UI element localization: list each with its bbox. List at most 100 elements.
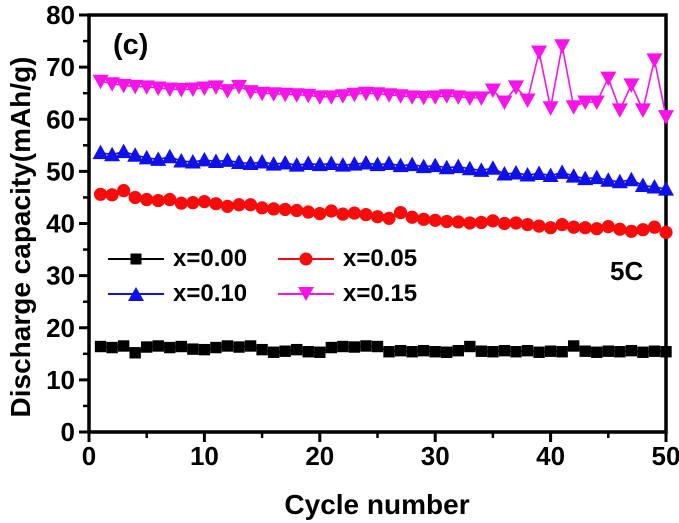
circle-marker-icon bbox=[624, 224, 638, 238]
square-marker-icon bbox=[129, 347, 141, 359]
triangle-up-marker-icon bbox=[369, 156, 386, 172]
triangle-up-marker-icon bbox=[311, 156, 328, 172]
triangle-up-marker-icon bbox=[219, 152, 236, 167]
triangle-down-marker-icon bbox=[242, 85, 259, 100]
triangle-up-marker-icon bbox=[323, 155, 340, 171]
triangle-up-marker-icon bbox=[404, 156, 421, 172]
square-marker-icon bbox=[175, 340, 188, 353]
square-marker-icon bbox=[371, 340, 384, 353]
triangle-up-marker-icon bbox=[600, 172, 617, 187]
square-marker-icon bbox=[591, 346, 603, 358]
square-marker-icon bbox=[221, 340, 234, 352]
square-marker-icon bbox=[452, 344, 464, 357]
circle-marker-icon bbox=[647, 220, 662, 234]
legend-row: x=0.10 x=0.15 bbox=[108, 280, 417, 308]
plot-frame bbox=[87, 13, 668, 434]
triangle-down-marker-icon bbox=[150, 81, 167, 96]
square-marker-icon bbox=[106, 341, 118, 354]
triangle-down-marker-icon bbox=[588, 95, 605, 111]
series-x=0.15 bbox=[92, 39, 674, 125]
triangle-down-marker-icon bbox=[196, 81, 213, 96]
triangle-down-marker-icon bbox=[369, 87, 386, 102]
triangle-down-marker-icon bbox=[531, 45, 548, 61]
triangle-up-marker-icon bbox=[231, 154, 248, 170]
circle-marker-icon bbox=[117, 184, 131, 198]
triangle-up-marker-icon bbox=[381, 155, 398, 171]
triangle-up-marker-icon bbox=[658, 181, 674, 196]
triangle-down-marker-icon bbox=[565, 100, 582, 115]
square-marker-icon bbox=[291, 343, 303, 356]
triangle-up-marker-icon bbox=[531, 165, 548, 180]
circle-marker-icon bbox=[186, 196, 200, 210]
square-marker-icon bbox=[279, 345, 291, 357]
triangle-up-marker-icon bbox=[196, 151, 213, 167]
circle-marker-icon bbox=[267, 202, 281, 216]
legend-swatch bbox=[278, 251, 334, 267]
triangle-down-marker-icon bbox=[554, 39, 571, 54]
square-marker-icon bbox=[417, 344, 430, 357]
square-marker-icon bbox=[337, 340, 349, 353]
x-tick-label: 40 bbox=[536, 441, 565, 471]
triangle-up-marker-icon bbox=[127, 147, 144, 162]
triangle-down-marker-icon bbox=[496, 95, 513, 111]
legend-label: x=0.10 bbox=[173, 280, 248, 307]
circle-marker-icon bbox=[405, 210, 419, 224]
triangle-down-marker-icon bbox=[542, 101, 559, 116]
triangle-down-marker-icon bbox=[577, 95, 594, 111]
triangle-up-marker-icon bbox=[277, 155, 294, 170]
triangle-up-marker-icon bbox=[554, 164, 571, 179]
triangle-down-marker-icon bbox=[334, 89, 351, 104]
square-marker-icon bbox=[152, 340, 164, 352]
triangle-down-marker-icon bbox=[298, 287, 314, 301]
triangle-up-marker-icon bbox=[161, 148, 178, 164]
square-marker-icon bbox=[441, 346, 453, 358]
circle-marker-icon bbox=[93, 187, 108, 201]
triangle-down-marker-icon bbox=[427, 90, 444, 105]
triangle-down-marker-icon bbox=[646, 53, 663, 68]
panel-label: (c) bbox=[113, 29, 149, 61]
circle-marker-icon bbox=[299, 252, 313, 266]
triangle-down-marker-icon bbox=[473, 91, 490, 106]
circle-marker-icon bbox=[382, 211, 396, 225]
square-marker-icon bbox=[498, 344, 511, 357]
series-x=0.05 bbox=[93, 184, 673, 239]
circle-marker-icon bbox=[659, 225, 673, 239]
square-marker-icon bbox=[429, 346, 441, 358]
triangle-up-marker-icon bbox=[207, 153, 224, 168]
square-marker-icon bbox=[244, 340, 257, 352]
triangle-down-marker-icon bbox=[600, 71, 617, 87]
rate-annotation: 5C bbox=[610, 256, 644, 286]
series-line bbox=[100, 45, 667, 117]
square-marker-icon bbox=[637, 346, 649, 358]
triangle-up-marker-icon bbox=[150, 151, 167, 166]
circle-marker-icon bbox=[151, 193, 165, 208]
square-marker-icon bbox=[383, 346, 395, 358]
circle-marker-icon bbox=[301, 205, 315, 219]
triangle-down-marker-icon bbox=[300, 88, 317, 104]
triangle-down-marker-icon bbox=[484, 83, 501, 99]
triangle-down-marker-icon bbox=[392, 89, 409, 104]
square-marker-icon bbox=[556, 346, 568, 358]
square-marker-icon bbox=[130, 253, 142, 265]
circle-marker-icon bbox=[324, 204, 338, 218]
triangle-up-marker-icon bbox=[346, 156, 363, 171]
triangle-down-marker-icon bbox=[184, 82, 201, 98]
triangle-up-marker-icon bbox=[357, 155, 374, 170]
circle-marker-icon bbox=[578, 221, 592, 235]
triangle-down-marker-icon bbox=[357, 86, 374, 102]
square-marker-icon bbox=[648, 345, 661, 357]
square-marker-icon bbox=[210, 341, 222, 354]
triangle-down-marker-icon bbox=[288, 88, 305, 103]
triangle-down-marker-icon bbox=[346, 87, 363, 103]
circle-marker-icon bbox=[243, 198, 258, 212]
y-tick-label: 50 bbox=[46, 156, 75, 186]
square-marker-icon bbox=[406, 346, 418, 358]
triangle-up-marker-icon bbox=[115, 143, 132, 159]
square-marker-icon bbox=[325, 341, 338, 354]
triangle-down-marker-icon bbox=[254, 86, 271, 102]
circle-marker-icon bbox=[417, 212, 431, 226]
triangle-up-marker-icon bbox=[300, 155, 317, 171]
circle-marker-icon bbox=[278, 202, 292, 217]
triangle-down-marker-icon bbox=[277, 87, 294, 103]
